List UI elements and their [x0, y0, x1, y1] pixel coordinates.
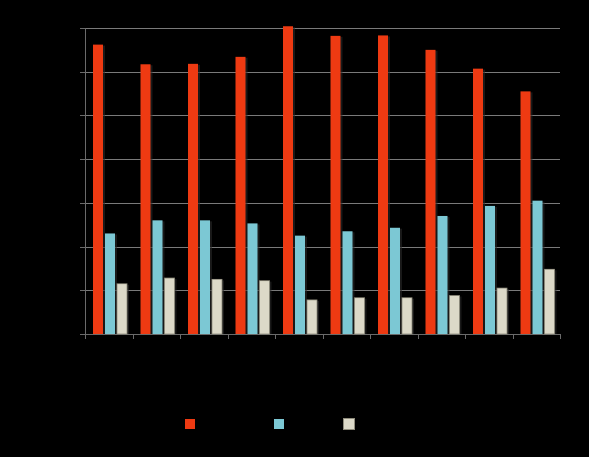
bar-series-1 [378, 35, 388, 334]
legend [0, 414, 589, 436]
bar-series-2 [485, 205, 495, 334]
legend-swatch-series-1 [185, 419, 195, 429]
bar-series-2 [390, 227, 400, 334]
bar-series-2 [342, 231, 353, 334]
bars [93, 26, 557, 335]
bar-series-3 [544, 268, 555, 335]
bar-series-1 [188, 63, 198, 335]
bar-series-3 [354, 297, 365, 335]
bar-series-1 [330, 35, 341, 335]
bar-series-3 [401, 297, 413, 335]
bar-series-3 [259, 280, 270, 335]
bar-series-2 [200, 220, 210, 334]
legend-item-series-3 [343, 414, 361, 434]
bar-series-3 [164, 277, 175, 335]
bar-series-3 [496, 287, 508, 335]
bar-series-2 [247, 223, 258, 334]
bar-series-2 [295, 235, 305, 334]
bar-series-1 [425, 49, 436, 334]
bar-series-3 [211, 278, 223, 335]
bar-series-1 [473, 68, 483, 334]
bar-series-1 [283, 26, 293, 334]
bar-series-3 [449, 295, 460, 335]
axes [80, 28, 561, 339]
bar-series-2 [437, 215, 448, 334]
bar-series-1 [140, 64, 151, 334]
bar-series-2 [105, 233, 115, 334]
bar-series-1 [520, 91, 531, 334]
legend-item-series-2 [274, 414, 290, 434]
legend-item-series-1 [185, 414, 201, 434]
bar-series-3 [116, 283, 128, 335]
legend-swatch-series-3 [343, 418, 355, 430]
legend-swatch-series-2 [274, 419, 284, 429]
bar-series-2 [532, 200, 543, 334]
bar-series-2 [152, 220, 163, 334]
bar-series-1 [93, 44, 103, 335]
bar-series-1 [235, 56, 246, 334]
bar-series-3 [306, 299, 318, 335]
